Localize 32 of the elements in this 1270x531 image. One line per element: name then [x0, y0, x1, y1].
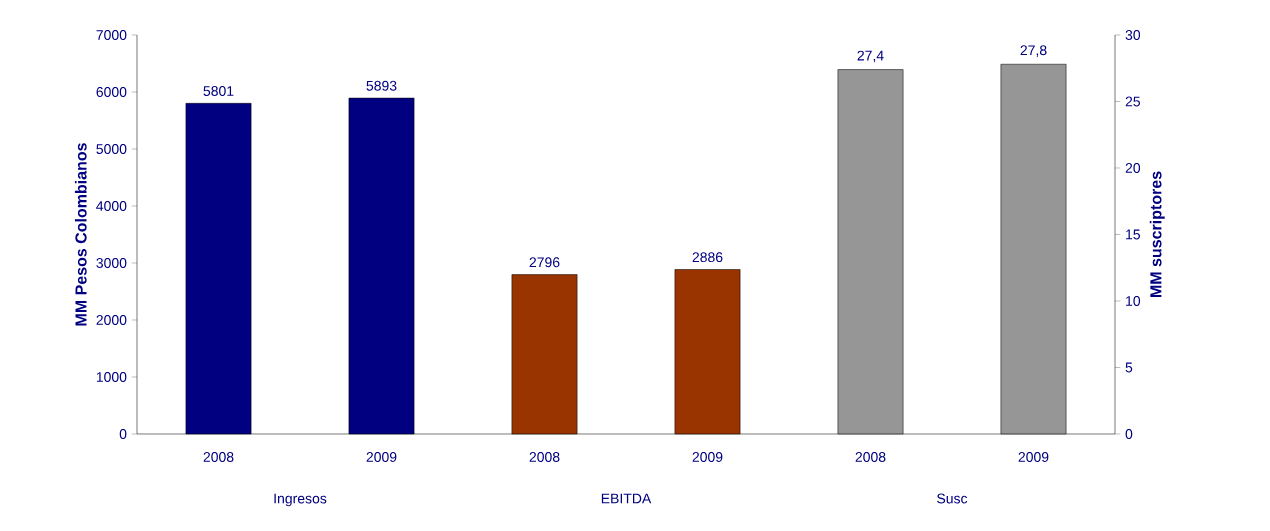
y2-tick-label: 25	[1125, 96, 1141, 107]
data-label: 2886	[692, 252, 723, 263]
text: EBITDA	[601, 493, 652, 504]
y2-tick-label: 10	[1126, 296, 1141, 306]
text: Ingresos	[274, 493, 327, 507]
x-tick-label: 2009	[1018, 452, 1049, 462]
y2-axis-title: MM suscriptores	[1149, 171, 1165, 297]
x-tick-label: 2009	[366, 452, 397, 462]
y-tick-label: 3000	[96, 258, 127, 268]
y-axis-title: MM Pesos Colombianos	[74, 143, 87, 326]
data-label: 27,4	[857, 50, 884, 63]
y2-tick-label: 5	[1125, 362, 1133, 373]
y-tick-label: 5000	[96, 144, 127, 154]
y-tick-label: 2000	[96, 315, 127, 325]
x-tick-label: 2008	[203, 452, 234, 462]
y2-tick-label: 15	[1126, 229, 1141, 240]
data-label: 27,8	[1020, 45, 1047, 57]
data-label: 5801	[203, 86, 234, 96]
y2-tick-label: 20	[1125, 163, 1141, 173]
y-tick-label: 4000	[96, 201, 127, 211]
y2-tick-label: 0	[1125, 429, 1133, 439]
x-tick-label: 2008	[855, 452, 886, 462]
y-tick-label: 6000	[96, 87, 127, 97]
y2-tick-label: 30	[1125, 30, 1141, 40]
text: Susc	[937, 493, 968, 504]
y-tick-label: 0	[119, 429, 127, 439]
data-label: 5893	[366, 80, 397, 91]
x-tick-label: 2008	[529, 452, 560, 462]
data-label: 2796	[529, 257, 560, 268]
y-tick-label: 7000	[96, 30, 127, 40]
x-tick-label: 2009	[692, 452, 723, 462]
y-tick-label: 1000	[96, 372, 127, 382]
